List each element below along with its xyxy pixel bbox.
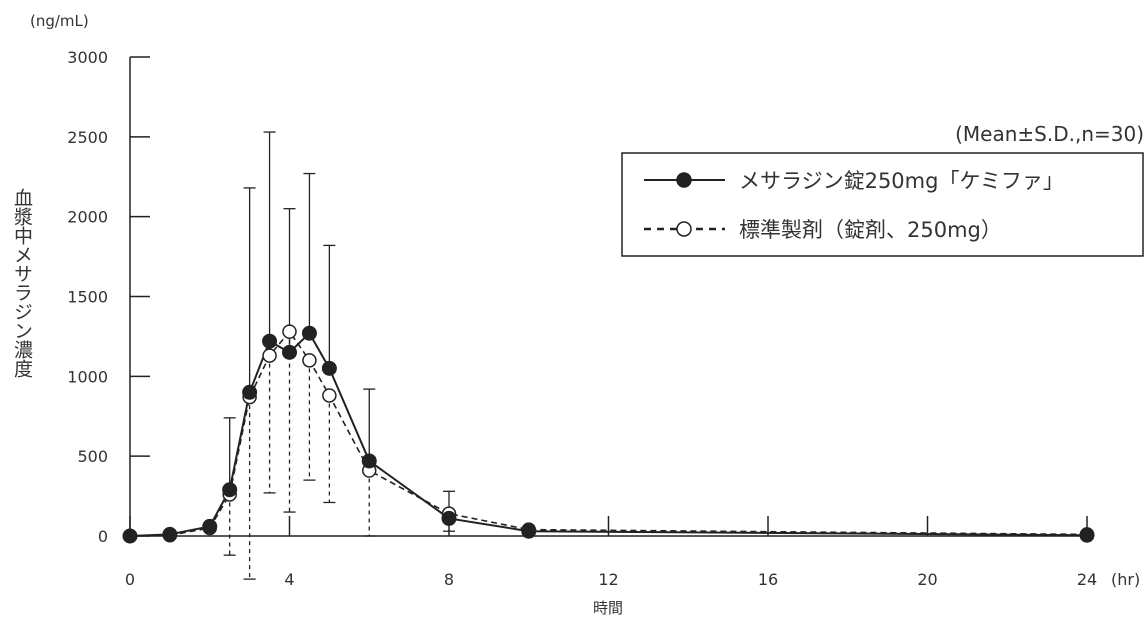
line-series-1: [129, 331, 1088, 537]
y-tick-label: 0: [98, 527, 108, 546]
point-series-1: [441, 510, 457, 526]
y-tick-label: 500: [77, 447, 108, 466]
point-series-2: [262, 348, 277, 363]
point-series-1: [521, 523, 537, 539]
y-tick-label: 3000: [67, 48, 108, 67]
x-unit-label: (hr): [1111, 570, 1140, 589]
point-series-1: [222, 482, 238, 498]
point-series-1: [122, 528, 138, 544]
point-series-2: [322, 388, 337, 403]
y-ticks: 0 500 1000 1500 2000 2500 3000: [67, 48, 150, 546]
x-axis-title: 時間: [593, 599, 623, 617]
y-tick-label: 1500: [67, 288, 108, 307]
point-series-1: [1079, 527, 1095, 543]
legend-marker-series-2: [676, 221, 692, 237]
x-tick-label: 0: [125, 570, 135, 589]
y-tick-label: 1000: [67, 367, 108, 386]
x-tick-label: 12: [598, 570, 618, 589]
y-unit-label: (ng/mL): [30, 12, 89, 30]
x-tick-label: 8: [444, 570, 454, 589]
x-tick-label: 4: [284, 570, 294, 589]
x-tick-label: 16: [758, 570, 778, 589]
point-series-2: [302, 353, 317, 368]
series-layer: [122, 131, 1095, 580]
x-ticks: 0 4 8 12 16 20 24: [125, 516, 1097, 589]
legend-label-series-1: メサラジン錠250mg「ケミファ」: [739, 169, 1064, 193]
point-series-1: [321, 360, 337, 376]
x-tick-label: 24: [1077, 570, 1097, 589]
legend-box: [621, 152, 1144, 257]
point-series-1: [262, 333, 278, 349]
point-series-1: [301, 325, 317, 341]
point-series-1: [242, 384, 258, 400]
legend: メサラジン錠250mg「ケミファ」 標準製剤（錠剤、250mg）: [621, 152, 1144, 257]
legend-marker-series-1: [676, 172, 692, 188]
point-series-2: [282, 324, 297, 339]
axes: [129, 57, 1087, 537]
point-series-1: [202, 518, 218, 534]
point-series-1: [361, 453, 377, 469]
legend-label-series-2: 標準製剤（錠剤、250mg）: [739, 218, 1002, 242]
stats-annotation: (Mean±S.D.,n=30): [955, 122, 1144, 146]
point-series-1: [162, 526, 178, 542]
y-tick-label: 2500: [67, 128, 108, 147]
y-tick-label: 2000: [67, 208, 108, 227]
y-axis-title: 血漿中メサラジン濃度: [11, 188, 33, 378]
x-tick-label: 20: [917, 570, 937, 589]
line-series-2: [129, 330, 1088, 537]
point-series-1: [282, 344, 297, 360]
